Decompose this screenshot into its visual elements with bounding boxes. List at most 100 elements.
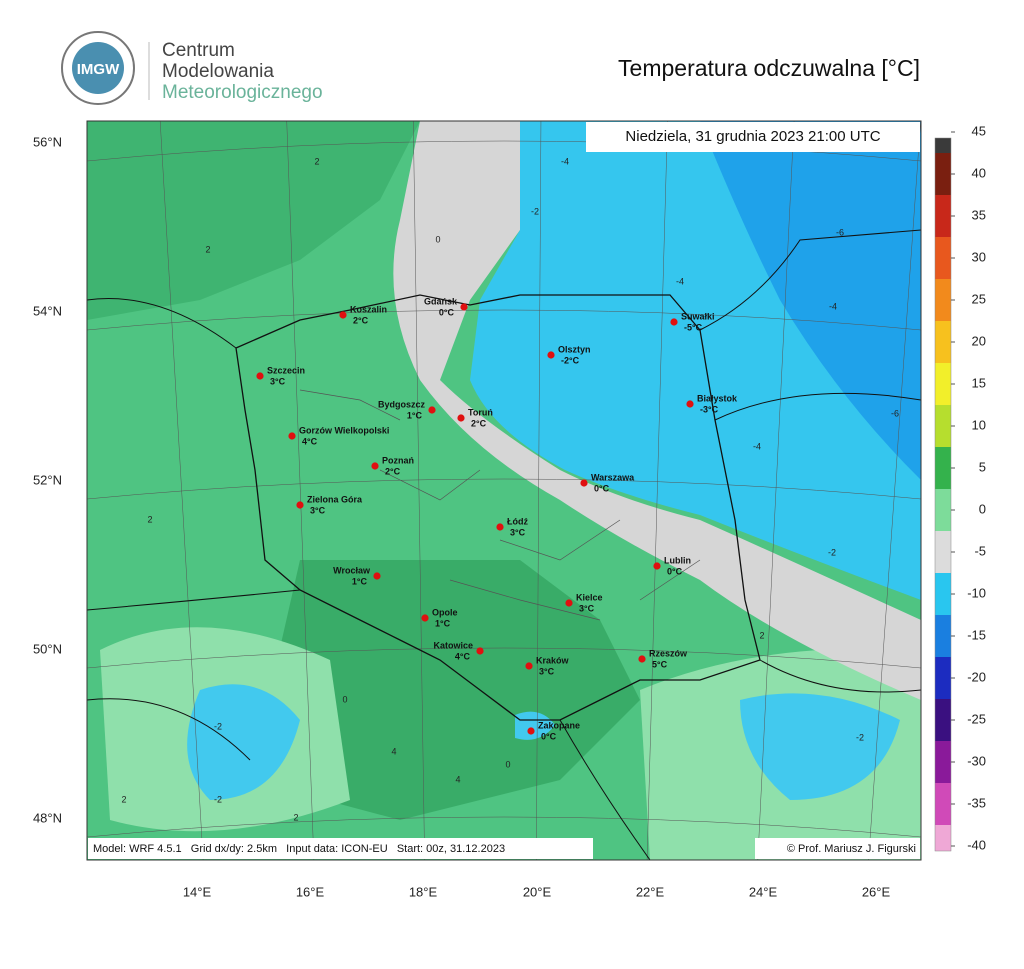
- city-dot: [460, 303, 468, 311]
- colorbar-segment: [935, 363, 951, 405]
- city-name: Lublin: [664, 555, 691, 565]
- city-dot: [686, 400, 694, 408]
- meridian: [868, 121, 921, 860]
- colorbar-label: -20: [967, 669, 986, 684]
- city-temp: -3°C: [700, 404, 719, 414]
- colorbar-segment: [935, 405, 951, 447]
- parallel: [87, 647, 921, 669]
- colorbar-label: -30: [967, 753, 986, 768]
- colorbar-segment: [935, 195, 951, 237]
- colorbar-segment: [935, 237, 951, 279]
- city-temp: 2°C: [385, 466, 401, 476]
- contour-label: -2: [214, 794, 222, 804]
- city-temp: 1°C: [352, 576, 368, 586]
- colorbar-segment: [935, 321, 951, 363]
- colorbar-segment: [935, 783, 951, 825]
- lat-label: 54°N: [33, 303, 62, 318]
- city-temp: 0°C: [594, 483, 610, 493]
- meridian: [646, 121, 668, 860]
- city-temp: 3°C: [510, 527, 526, 537]
- footer-left: Model: WRF 4.5.1 Grid dx/dy: 2.5km Input…: [93, 843, 505, 855]
- lon-label: 14°E: [183, 884, 212, 899]
- colorbar-label: -25: [967, 711, 986, 726]
- city-name: Wrocław: [333, 565, 371, 575]
- city-temp: 3°C: [579, 603, 595, 613]
- city-name: Toruń: [468, 407, 493, 417]
- city-dot: [670, 318, 678, 326]
- colorbar-segment: [935, 138, 951, 153]
- city-name: Zakopane: [538, 720, 580, 730]
- city-temp: 0°C: [667, 566, 683, 576]
- contour-label: 0: [435, 234, 440, 244]
- city-dot: [339, 311, 347, 319]
- city-temp: 4°C: [455, 651, 471, 661]
- city: Olsztyn-2°C: [547, 344, 591, 365]
- contour-label: -2: [856, 732, 864, 742]
- footer-box: [755, 838, 920, 859]
- contour-label: -4: [829, 301, 837, 311]
- lat-label: 48°N: [33, 810, 62, 825]
- city-name: Białystok: [697, 393, 738, 403]
- lat-label: 56°N: [33, 134, 62, 149]
- contour-label: -2: [531, 206, 539, 216]
- city-name: Rzeszów: [649, 648, 688, 658]
- city-temp: 4°C: [302, 436, 318, 446]
- colorbar-segment: [935, 447, 951, 489]
- city-dot: [256, 372, 264, 380]
- city-dot: [421, 614, 429, 622]
- city-temp: 3°C: [270, 376, 286, 386]
- footer-box: [88, 838, 593, 859]
- colorbar-segment: [935, 657, 951, 699]
- field-dark: [87, 121, 420, 320]
- time-box: [586, 122, 920, 152]
- city-temp: -5°C: [684, 322, 703, 332]
- parallel: [87, 816, 921, 838]
- city-name: Gdańsk: [424, 296, 458, 306]
- city-temp: 3°C: [310, 505, 326, 515]
- region-border: [299, 389, 701, 621]
- colorbar-segment: [935, 699, 951, 741]
- contour-label: -2: [828, 547, 836, 557]
- colorbar-label: 25: [972, 291, 986, 306]
- city-dot: [496, 523, 504, 531]
- city-dot: [457, 414, 465, 422]
- contour-label: -4: [676, 276, 684, 286]
- field-cold: [187, 684, 300, 800]
- city-temp: 2°C: [353, 315, 369, 325]
- colorbar-frame: [934, 137, 952, 852]
- colorbar-label: 35: [972, 207, 986, 222]
- city-temp: 1°C: [407, 410, 423, 420]
- city-dot: [527, 727, 535, 735]
- city-dot: [547, 351, 555, 359]
- contour-label: 0: [505, 759, 510, 769]
- city-dot: [296, 501, 304, 509]
- city: Białystok-3°C: [686, 393, 738, 414]
- meridian: [159, 121, 204, 860]
- city-temp: 5°C: [652, 659, 668, 669]
- graticule: [87, 121, 921, 860]
- field-zero: [393, 121, 921, 700]
- colorbar-label: -35: [967, 795, 986, 810]
- colorbar-segment: [935, 573, 951, 615]
- city-dot: [580, 479, 588, 487]
- org-line: Meteorologicznego: [162, 82, 323, 103]
- city-dot: [476, 647, 484, 655]
- logo: IMGW: [61, 31, 135, 105]
- country-border: [87, 229, 921, 860]
- meridian: [413, 121, 425, 860]
- city: Suwałki-5°C: [670, 311, 715, 332]
- contour-label: 0: [342, 694, 347, 704]
